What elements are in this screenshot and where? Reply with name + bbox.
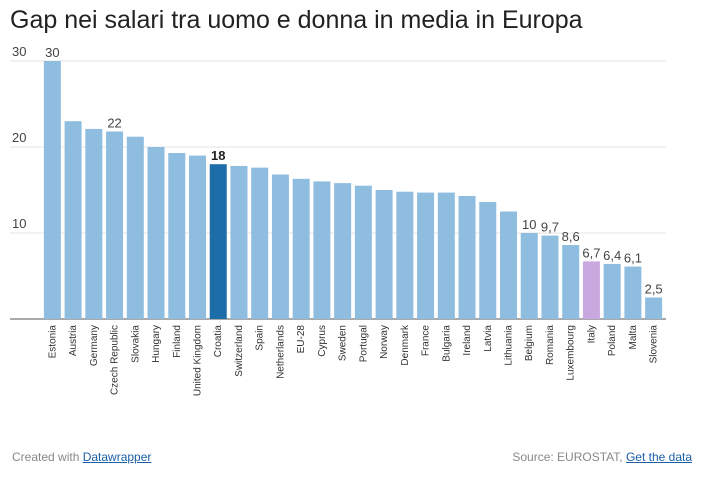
data-label: 22	[107, 116, 121, 131]
x-tick-label: Austria	[68, 325, 79, 357]
bar-slovenia	[645, 297, 663, 319]
bar-estonia	[43, 61, 61, 319]
credit-text: Created with Datawrapper	[12, 450, 151, 464]
bar-netherlands	[271, 174, 289, 319]
x-tick-label: Slovenia	[649, 325, 660, 364]
data-label: 6,1	[624, 251, 642, 266]
bar-portugal	[354, 185, 372, 319]
x-tick-label: Estonia	[47, 325, 58, 359]
x-tick-label: Germany	[89, 325, 100, 366]
bar-austria	[64, 121, 82, 319]
data-label: 10	[522, 217, 536, 232]
y-tick-label: 20	[12, 130, 26, 145]
data-label: 6,7	[582, 245, 600, 260]
get-the-data-link[interactable]: Get the data	[625, 450, 692, 464]
x-tick-label: United Kingdom	[193, 325, 204, 396]
source-text: Source: EUROSTAT, Get the data	[512, 450, 692, 464]
x-tick-label: Ireland	[462, 325, 473, 356]
data-label: 18	[211, 148, 225, 163]
x-tick-label: Sweden	[338, 325, 349, 361]
bar-sweden	[334, 183, 352, 319]
bar-lithuania	[499, 211, 518, 319]
data-label: 6,4	[603, 248, 621, 263]
x-tick-label: Italy	[586, 325, 597, 343]
bar-belgium	[520, 233, 538, 319]
x-tick-label: Latvia	[483, 325, 494, 352]
x-tick-label: Slovakia	[130, 325, 141, 363]
chart-title: Gap nei salari tra uomo e donna in media…	[10, 6, 583, 34]
bar-poland	[603, 263, 621, 319]
data-label: 9,7	[541, 220, 559, 235]
x-tick-label: Switzerland	[234, 325, 245, 377]
bar-ireland	[458, 196, 476, 319]
bar-spain	[251, 167, 269, 319]
bar-denmark	[396, 191, 414, 319]
bar-united-kingdom	[188, 155, 207, 319]
x-tick-label: Norway	[379, 325, 390, 359]
bar-norway	[375, 190, 393, 319]
x-tick-label: Denmark	[400, 324, 411, 366]
source-prefix: Source: EUROSTAT,	[512, 450, 626, 464]
bar-czech-republic	[106, 131, 124, 319]
x-tick-label: Cyprus	[317, 325, 328, 357]
x-tick-label: Romania	[545, 325, 556, 365]
datawrapper-link[interactable]: Datawrapper	[82, 450, 152, 464]
bar-switzerland	[230, 165, 248, 319]
bar-hungary	[147, 147, 165, 319]
x-tick-label: Croatia	[213, 325, 224, 358]
bar-croatia	[209, 164, 227, 319]
bar-luxembourg	[562, 245, 580, 319]
data-label: 2,5	[645, 282, 663, 297]
bar-romania	[541, 235, 559, 319]
bar-slovakia	[126, 136, 144, 319]
bar-germany	[85, 128, 103, 319]
x-tick-labels: Estonia Austria Germany Czech Republic Slova…	[47, 324, 659, 396]
bar-finland	[168, 153, 186, 319]
x-tick-label: Bulgaria	[441, 325, 452, 362]
x-tick-label: Spain	[255, 325, 266, 351]
x-tick-label: EU-28	[296, 325, 307, 354]
data-label: 8,6	[562, 229, 580, 244]
credit-prefix: Created with	[12, 450, 83, 464]
x-tick-label: Portugal	[358, 325, 369, 362]
x-tick-label: Czech Republic	[110, 325, 121, 395]
x-tick-label: Luxembourg	[566, 325, 577, 381]
data-labels: 30 22 18 10 9,78,66,7 6,4 6,1 2,5	[45, 45, 663, 297]
y-tick-label: 10	[12, 216, 26, 231]
x-tick-label: Lithuania	[504, 325, 515, 366]
x-tick-label: Belgium	[524, 325, 535, 361]
x-tick-label: Poland	[607, 325, 618, 356]
x-tick-label: Netherlands	[275, 325, 286, 379]
x-tick-label: France	[421, 325, 432, 357]
y-tick-labels: 10 20 30	[12, 44, 26, 231]
bar-italy	[582, 261, 600, 319]
data-label: 30	[45, 45, 59, 60]
x-tick-label: Finland	[172, 325, 183, 358]
bar-malta	[624, 266, 642, 319]
bar-bulgaria	[437, 192, 455, 319]
bar-france	[417, 192, 435, 319]
y-tick-label: 30	[12, 44, 26, 59]
bars	[43, 61, 663, 319]
x-tick-label: Malta	[628, 325, 639, 350]
bar-eu-28	[292, 178, 310, 319]
bar-cyprus	[313, 181, 331, 319]
x-tick-label: Hungary	[151, 325, 162, 363]
bar-latvia	[479, 202, 497, 319]
